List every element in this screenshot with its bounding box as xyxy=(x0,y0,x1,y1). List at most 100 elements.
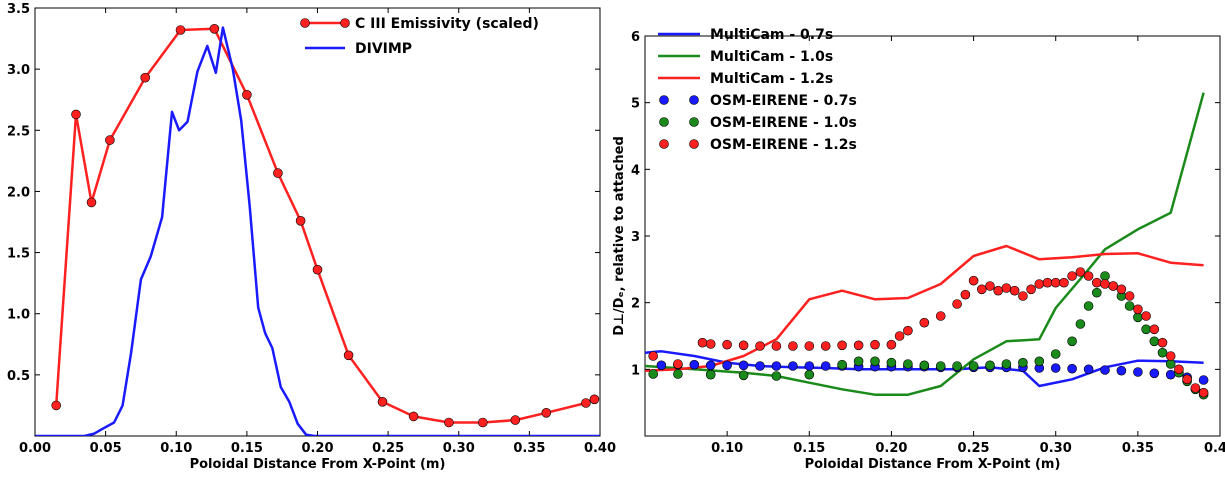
y-tick-label: 4 xyxy=(631,163,640,178)
y-tick-label: 6 xyxy=(631,30,640,45)
data-point xyxy=(771,341,782,351)
data-point xyxy=(976,284,987,295)
data-point xyxy=(853,356,864,367)
legend-item: OSM-EIRENE - 0.7s xyxy=(659,93,857,109)
data-point xyxy=(589,394,600,405)
data-point xyxy=(1165,369,1176,380)
x-tick-label: 0.30 xyxy=(1040,441,1072,456)
y-tick-label: 3.5 xyxy=(7,2,30,17)
data-point xyxy=(408,411,419,422)
data-point xyxy=(1083,271,1094,281)
data-point xyxy=(581,398,591,408)
data-point xyxy=(903,359,913,369)
data-point xyxy=(1083,364,1094,375)
data-point xyxy=(689,359,700,370)
data-point xyxy=(343,350,354,361)
legend-label: C III Emissivity (scaled) xyxy=(355,16,539,32)
data-point xyxy=(1001,283,1012,293)
data-point xyxy=(1174,364,1184,375)
data-point xyxy=(1009,285,1020,296)
legend-label: OSM-EIRENE - 0.7s xyxy=(710,93,857,109)
series-2 xyxy=(645,244,1204,372)
data-point xyxy=(1100,365,1110,375)
data-point xyxy=(697,337,708,348)
data-point xyxy=(1198,375,1209,385)
legend-label: DIVIMP xyxy=(355,41,412,57)
data-point xyxy=(935,361,946,371)
x-tick-label: 0.10 xyxy=(711,441,743,456)
x-tick-label: 0.10 xyxy=(160,441,192,456)
legend-item: DIVIMP xyxy=(305,41,412,57)
data-point xyxy=(1157,337,1168,348)
data-point xyxy=(51,400,62,411)
legend-marker xyxy=(340,18,350,28)
data-point xyxy=(755,341,765,351)
data-point xyxy=(985,360,995,371)
data-point xyxy=(804,369,815,380)
data-point xyxy=(804,361,815,371)
x-tick-label: 0.05 xyxy=(90,441,122,456)
y-tick-label: 2.0 xyxy=(7,185,30,200)
series-4 xyxy=(648,271,1209,400)
data-point xyxy=(1100,271,1110,281)
legend-label: OSM-EIRENE - 1.2s xyxy=(710,137,857,153)
y-tick-label: 1.0 xyxy=(7,308,30,323)
x-tick-label: 0.20 xyxy=(875,441,907,456)
data-point xyxy=(1100,279,1110,289)
data-point xyxy=(952,299,962,309)
data-point xyxy=(1092,277,1102,288)
legend-label: OSM-EIRENE - 1.0s xyxy=(710,115,857,131)
data-point xyxy=(541,407,552,418)
data-point xyxy=(960,289,971,300)
data-point xyxy=(1067,363,1077,374)
data-point xyxy=(738,360,749,371)
data-point xyxy=(722,360,732,371)
data-point xyxy=(312,264,323,275)
series-line xyxy=(645,244,1204,372)
legend-marker xyxy=(689,117,699,127)
x-tick-label: 0.25 xyxy=(372,441,404,456)
x-tick-label: 0.30 xyxy=(443,441,475,456)
data-point xyxy=(705,369,716,380)
series-0 xyxy=(51,23,600,428)
data-point xyxy=(105,135,115,145)
x-tick-label: 0.40 xyxy=(1204,441,1225,456)
data-point xyxy=(919,360,930,371)
data-point xyxy=(1133,367,1143,377)
legend: C III Emissivity (scaled) DIVIMP xyxy=(300,16,539,57)
data-point xyxy=(1001,359,1012,369)
legend: MultiCam - 0.7s MultiCam - 1.0s MultiCam -… xyxy=(658,27,857,153)
legend-item: OSM-EIRENE - 1.2s xyxy=(659,137,857,153)
data-point xyxy=(1141,311,1151,321)
data-point xyxy=(952,361,962,371)
data-point xyxy=(1067,336,1077,347)
data-point xyxy=(242,90,252,100)
legend-item: MultiCam - 1.2s xyxy=(658,71,833,87)
legend-label: MultiCam - 1.2s xyxy=(710,71,833,87)
data-point xyxy=(273,168,283,178)
data-point xyxy=(738,340,749,351)
y-tick-label: 1.5 xyxy=(7,247,30,262)
data-point xyxy=(1198,387,1209,398)
series-3 xyxy=(656,359,1209,385)
data-point xyxy=(705,360,716,371)
x-tick-label: 0.20 xyxy=(301,441,333,456)
legend-marker xyxy=(659,139,669,149)
data-point xyxy=(771,371,782,381)
data-point xyxy=(788,341,798,351)
data-point xyxy=(1141,324,1151,335)
data-point xyxy=(673,359,683,369)
y-tick-label: 2.5 xyxy=(7,124,30,139)
y-tick-label: 0.5 xyxy=(7,369,30,384)
data-point xyxy=(1075,319,1086,329)
data-layer xyxy=(645,92,1209,400)
data-point xyxy=(140,72,150,83)
x-tick-label: 0.40 xyxy=(584,441,616,456)
data-point xyxy=(1050,363,1061,373)
data-point xyxy=(968,361,979,371)
legend-marker xyxy=(659,95,669,105)
data-point xyxy=(1083,301,1094,311)
data-point xyxy=(804,341,815,351)
data-point xyxy=(510,415,521,425)
data-point xyxy=(1149,324,1160,335)
